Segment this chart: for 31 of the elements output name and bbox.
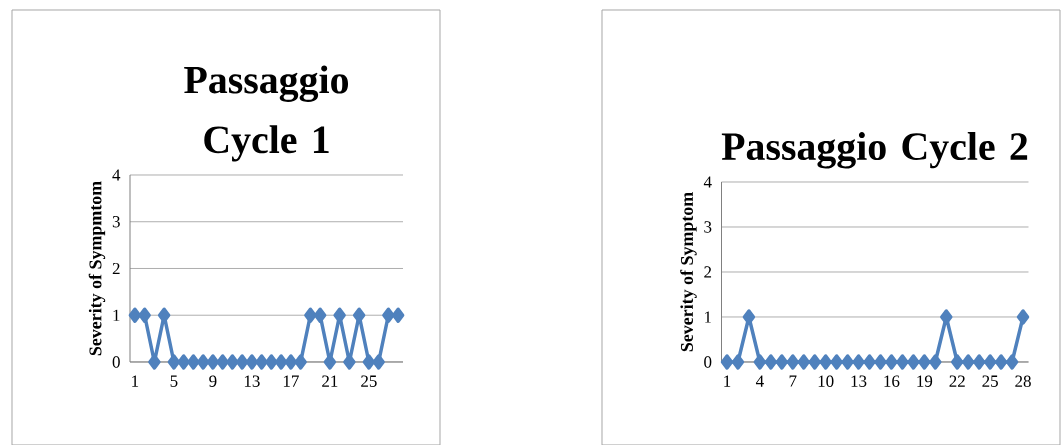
y-tick-label: 1 (113, 309, 120, 321)
y-tick-label: 2 (704, 266, 712, 278)
x-tick-label: 19 (917, 375, 933, 387)
y-tick-label: 1 (705, 311, 711, 323)
y-tick-label: 0 (112, 356, 120, 368)
y-tick-label: 3 (112, 216, 120, 228)
y-tick-label: 2 (112, 262, 120, 275)
y-tick-label: 0 (704, 356, 712, 368)
x-tick-label: 22 (949, 375, 965, 387)
x-tick-label: 25 (982, 375, 998, 387)
y-axis-title: Severity of Sympmtom (88, 181, 106, 356)
y-tick-label: 4 (703, 176, 712, 188)
x-tick-label: 4 (755, 375, 764, 387)
x-tick-label: 5 (170, 375, 178, 387)
x-tick-label: 7 (789, 375, 797, 387)
x-tick-label: 13 (244, 375, 260, 387)
x-tick-label: 21 (322, 375, 338, 387)
x-tick-label: 16 (884, 375, 900, 387)
x-tick-label: 9 (209, 375, 217, 387)
x-tick-label: 17 (283, 375, 299, 387)
y-tick-label: 3 (704, 221, 712, 233)
chart-title: Passaggio Cycle 1 (184, 65, 349, 162)
y-axis-title: Severity of Symptom (680, 192, 697, 352)
chart-title: Passaggio Cycle 2 (721, 132, 1028, 169)
x-tick-label: 28 (1015, 375, 1031, 387)
x-tick-label: 10 (818, 375, 834, 387)
x-tick-label: 1 (724, 375, 731, 387)
y-tick-label: 4 (112, 169, 121, 181)
x-tick-label: 13 (851, 375, 867, 387)
x-tick-label: 1 (132, 375, 139, 387)
x-tick-label: 25 (361, 375, 377, 387)
